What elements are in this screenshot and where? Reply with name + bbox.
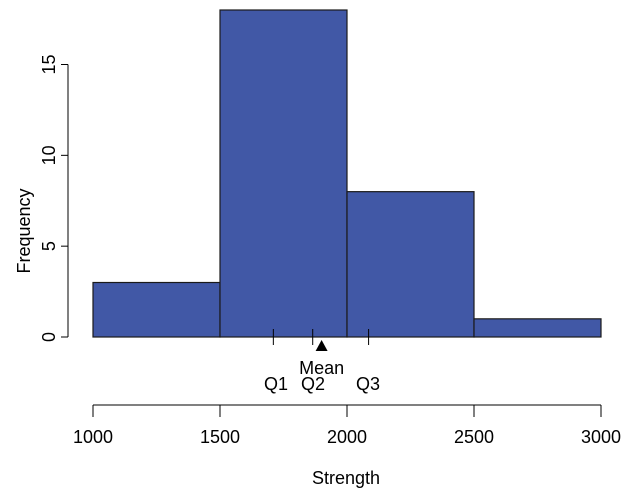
histogram-bars xyxy=(92,9,602,338)
q1-label: Q1 xyxy=(264,374,288,394)
q3-label: Q3 xyxy=(356,374,380,394)
x-tick-label-3000: 3000 xyxy=(581,427,621,447)
histogram-bar-3 xyxy=(346,191,475,338)
histogram-bar-2 xyxy=(219,9,348,338)
x-tick-label-1500: 1500 xyxy=(200,427,240,447)
x-axis: 1000 1500 2000 2500 3000 xyxy=(73,404,621,447)
y-axis: 0 5 10 15 xyxy=(39,54,69,342)
mean-marker xyxy=(315,340,328,351)
x-axis-title: Strength xyxy=(312,468,380,488)
y-tick-label-5: 5 xyxy=(39,241,59,251)
x-tick-label-1000: 1000 xyxy=(73,427,113,447)
y-axis-title: Frequency xyxy=(14,188,34,273)
mean-label: Mean xyxy=(299,358,344,378)
histogram-bar-1 xyxy=(92,281,221,338)
histogram-bar-4 xyxy=(473,318,602,338)
summary-stats: Mean Q1 Q2 Q3 xyxy=(264,329,380,394)
y-tick-label-10: 10 xyxy=(39,145,59,165)
q2-label: Q2 xyxy=(301,374,325,394)
x-tick-label-2000: 2000 xyxy=(327,427,367,447)
x-tick-label-2500: 2500 xyxy=(454,427,494,447)
y-tick-label-15: 15 xyxy=(39,54,59,74)
y-tick-label-0: 0 xyxy=(39,332,59,342)
